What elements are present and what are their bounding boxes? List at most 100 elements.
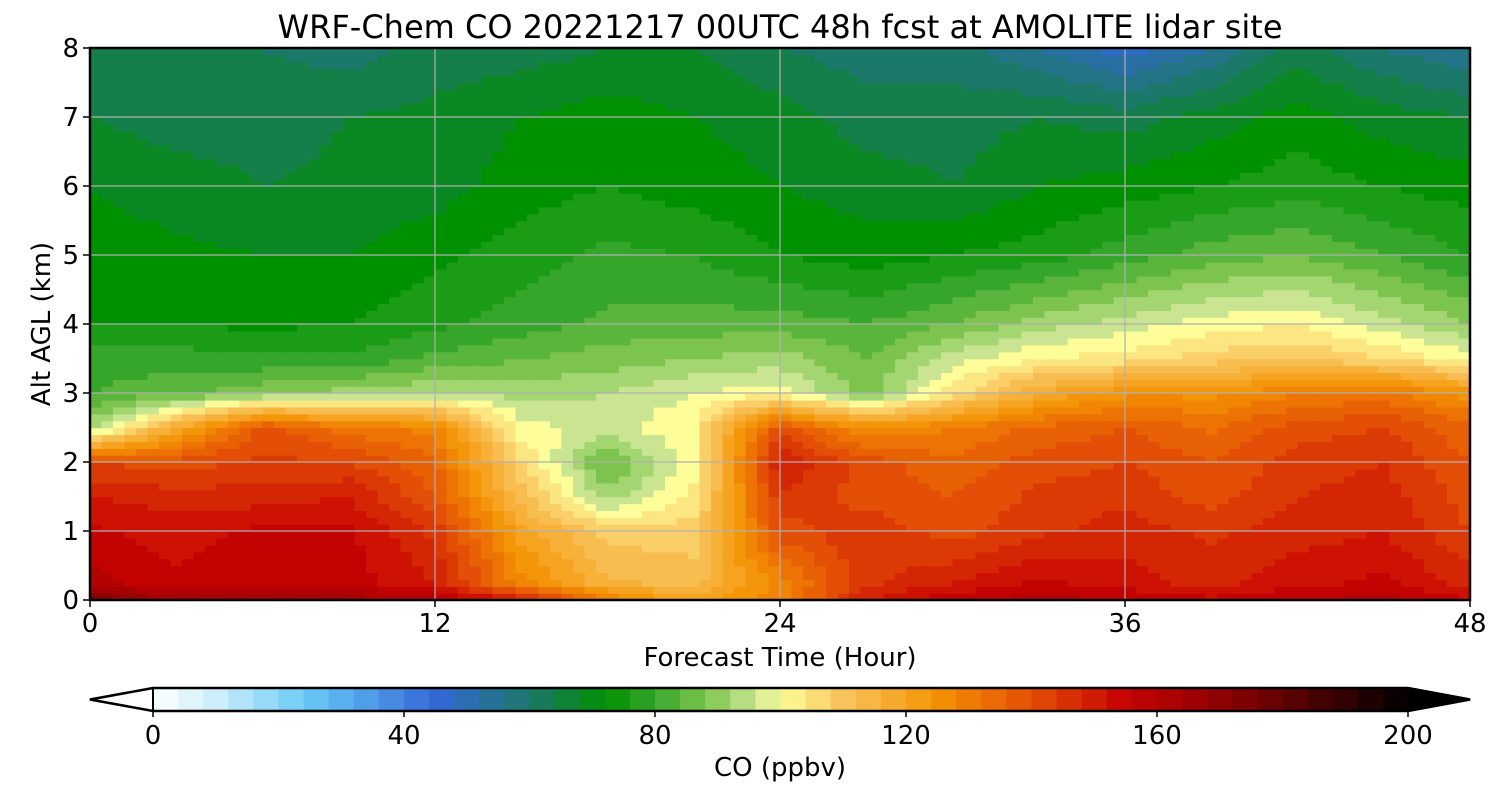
- heatmap-cell: [895, 558, 908, 567]
- heatmap-cell: [722, 351, 735, 360]
- heatmap-cell: [768, 420, 781, 429]
- heatmap-cell: [607, 503, 620, 511]
- heatmap-cell: [262, 586, 275, 594]
- heatmap-cell: [1286, 434, 1299, 442]
- heatmap-cell: [274, 427, 287, 436]
- heatmap-cell: [1217, 330, 1230, 339]
- heatmap-cell: [481, 524, 494, 532]
- heatmap-cell: [1366, 358, 1379, 367]
- heatmap-cell: [1182, 496, 1195, 505]
- heatmap-cell: [757, 531, 770, 539]
- heatmap-cell: [101, 344, 114, 353]
- heatmap-cell: [1079, 448, 1092, 456]
- heatmap-cell: [492, 406, 505, 415]
- heatmap-cell: [400, 324, 413, 332]
- heatmap-cell: [170, 468, 183, 477]
- heatmap-cell: [757, 365, 770, 373]
- heatmap-cell: [1332, 565, 1345, 574]
- heatmap-cell: [941, 544, 954, 553]
- heatmap-cell: [837, 544, 850, 553]
- heatmap-cell: [193, 565, 206, 574]
- heatmap-cell: [1079, 337, 1092, 346]
- heatmap-cell: [1240, 427, 1253, 436]
- heatmap-cell: [642, 324, 655, 332]
- heatmap-cell: [1309, 441, 1322, 449]
- heatmap-cell: [1309, 489, 1322, 498]
- heatmap-cell: [377, 565, 390, 574]
- heatmap-cell: [941, 344, 954, 353]
- heatmap-cell: [1332, 482, 1345, 491]
- heatmap-cell: [1343, 475, 1356, 484]
- heatmap-cell: [1286, 365, 1299, 373]
- heatmap-cell: [998, 551, 1011, 560]
- heatmap-cell: [366, 593, 379, 601]
- heatmap-cell: [1447, 579, 1460, 587]
- heatmap-cell: [1079, 413, 1092, 422]
- heatmap-cell: [734, 565, 747, 574]
- heatmap-cell: [849, 510, 862, 518]
- heatmap-cell: [642, 503, 655, 511]
- heatmap-cell: [722, 517, 735, 525]
- heatmap-cell: [711, 379, 724, 387]
- heatmap-cell: [734, 510, 747, 518]
- heatmap-cell: [1067, 330, 1080, 339]
- heatmap-cell: [929, 517, 942, 525]
- heatmap-cell: [1090, 482, 1103, 491]
- heatmap-cell: [837, 413, 850, 422]
- heatmap-cell: [803, 365, 816, 373]
- heatmap-cell: [1148, 455, 1161, 463]
- heatmap-cell: [803, 544, 816, 553]
- heatmap-cell: [780, 406, 793, 415]
- heatmap-cell: [1067, 365, 1080, 373]
- heatmap-cell: [251, 379, 264, 387]
- heatmap-cell: [734, 489, 747, 498]
- heatmap-cell: [561, 517, 574, 525]
- heatmap-cell: [216, 379, 229, 387]
- heatmap-cell: [849, 489, 862, 498]
- heatmap-cell: [1332, 510, 1345, 518]
- heatmap-cell: [1102, 351, 1115, 360]
- heatmap-cell: [1378, 537, 1391, 546]
- heatmap-cell: [688, 496, 701, 505]
- heatmap-cell: [653, 379, 666, 387]
- heatmap-cell: [412, 510, 425, 518]
- heatmap-cell: [262, 420, 275, 429]
- heatmap-cell: [964, 420, 977, 429]
- heatmap-cell: [1412, 572, 1425, 580]
- heatmap-cell: [849, 462, 862, 470]
- heatmap-cell: [1424, 317, 1437, 325]
- heatmap-cell: [745, 482, 758, 491]
- heatmap-cell: [538, 475, 551, 484]
- heatmap-cell: [1447, 337, 1460, 346]
- heatmap-cell: [665, 475, 678, 484]
- heatmap-cell: [446, 434, 459, 442]
- heatmap-cell: [1102, 531, 1115, 539]
- heatmap-cell: [826, 337, 839, 346]
- heatmap-cell: [596, 572, 609, 580]
- heatmap-cell: [550, 503, 563, 511]
- heatmap-cell: [1366, 462, 1379, 470]
- heatmap-cell: [653, 317, 666, 325]
- heatmap-cell: [872, 482, 885, 491]
- heatmap-cell: [1067, 386, 1080, 394]
- heatmap-cell: [849, 572, 862, 580]
- heatmap-cell: [1412, 475, 1425, 484]
- heatmap-cell: [699, 337, 712, 346]
- heatmap-cell: [676, 455, 689, 463]
- heatmap-cell: [745, 517, 758, 525]
- heatmap-cell: [377, 537, 390, 546]
- heatmap-cell: [849, 434, 862, 442]
- heatmap-cell: [745, 537, 758, 546]
- heatmap-cell: [688, 489, 701, 498]
- heatmap-cell: [987, 537, 1000, 546]
- heatmap-cell: [101, 379, 114, 387]
- heatmap-cell: [124, 393, 137, 401]
- heatmap-cell: [860, 351, 873, 360]
- heatmap-cell: [136, 317, 149, 325]
- heatmap-cell: [711, 537, 724, 546]
- heatmap-cell: [1251, 406, 1264, 415]
- heatmap-cell: [343, 455, 356, 463]
- heatmap-cell: [1205, 475, 1218, 484]
- heatmap-cell: [1228, 572, 1241, 580]
- heatmap-cell: [573, 399, 586, 408]
